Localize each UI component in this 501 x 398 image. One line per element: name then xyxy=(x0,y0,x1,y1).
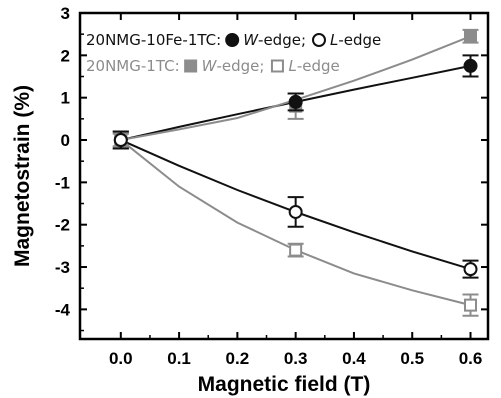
legend-entry-label: 20NMG-10Fe-1TC: xyxy=(86,31,221,49)
data-point xyxy=(287,92,304,112)
data-point xyxy=(287,242,304,258)
legend-series-label: L-edge xyxy=(330,31,381,49)
data-points xyxy=(112,28,479,317)
fit-curves xyxy=(120,35,471,307)
legend-edge-suffix: -edge xyxy=(297,57,340,75)
y-tick-label: -4 xyxy=(55,300,71,319)
fit-curve xyxy=(120,35,471,141)
y-tick-label: -3 xyxy=(55,258,70,277)
legend-edge-letter: L xyxy=(330,31,338,49)
y-tick-label: -2 xyxy=(55,216,70,235)
data-point xyxy=(462,54,479,78)
filled-circle-marker xyxy=(225,33,240,47)
y-tick-label: 3 xyxy=(61,4,70,23)
open-circle-marker xyxy=(463,262,478,277)
open-circle-marker xyxy=(312,33,326,47)
open-square-marker xyxy=(464,298,478,312)
y-axis-title: Magnetostrain (%) xyxy=(11,85,34,267)
filled-square-marker xyxy=(184,59,198,73)
legend-prefix: 20NMG-1TC: xyxy=(86,57,180,75)
legend-edge-letter: W xyxy=(243,31,259,49)
x-tick-label: 0.2 xyxy=(226,349,250,368)
legend-series-label: L-edge xyxy=(288,57,339,75)
x-tick-label: 0.0 xyxy=(109,349,133,368)
data-point xyxy=(112,130,129,150)
x-tick-label: 0.3 xyxy=(284,349,308,368)
open-circle-marker xyxy=(113,133,128,148)
filled-circle-marker xyxy=(288,94,303,109)
x-tick-label: 0.6 xyxy=(459,349,483,368)
legend-entry-label: 20NMG-1TC: xyxy=(86,57,180,75)
data-point xyxy=(462,259,479,279)
y-tick-label: 0 xyxy=(61,131,70,150)
legend: 20NMG-10Fe-1TC: 20NMG-1TC: W-edge; L-edge… xyxy=(86,31,381,75)
y-tick-label: -1 xyxy=(55,173,70,192)
data-point xyxy=(462,28,479,44)
x-tick-label: 0.5 xyxy=(400,349,424,368)
filled-square-marker xyxy=(464,29,478,43)
legend-edge-suffix: -edge; xyxy=(216,57,264,75)
open-square-marker xyxy=(289,243,303,257)
legend-series-label: W-edge; xyxy=(202,57,265,75)
y-tick-label: 2 xyxy=(61,46,70,65)
legend-series-label: W-edge; xyxy=(243,31,306,49)
open-circle-marker xyxy=(288,204,303,219)
x-tick-label: 0.1 xyxy=(167,349,191,368)
legend-edge-letter: W xyxy=(202,57,218,75)
x-axis-title: Magnetic field (T) xyxy=(198,373,371,396)
legend-edge-suffix: -edge xyxy=(338,31,381,49)
y-tick-label: 1 xyxy=(61,89,70,108)
x-tick-label: 0.4 xyxy=(342,349,366,368)
filled-circle-marker xyxy=(463,58,478,73)
legend-edge-suffix: -edge; xyxy=(258,31,306,49)
legend-edge-letter: L xyxy=(288,57,296,75)
axis-ticks: 0.0 0.1 0.2 0.3 0.4 0.5 0.6 3 2 1 0 -1 -2 -3 -4 xyxy=(55,4,488,368)
data-point xyxy=(462,293,479,317)
data-point xyxy=(287,196,304,228)
plot-frame xyxy=(78,11,490,341)
open-square-marker xyxy=(270,59,284,73)
legend-prefix: 20NMG-10Fe-1TC: xyxy=(86,31,221,49)
